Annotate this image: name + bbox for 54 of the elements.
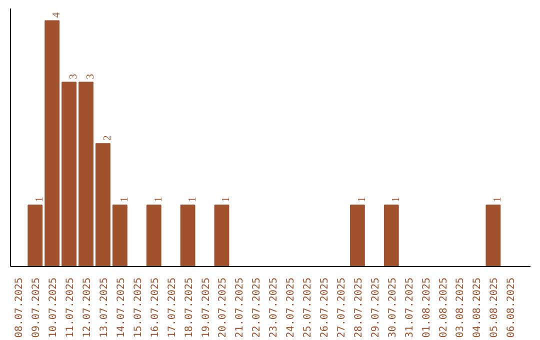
x-tick-label: 22.07.2025 bbox=[252, 277, 263, 338]
x-tick-label: 04.08.2025 bbox=[472, 277, 484, 338]
x-tick-label: 17.07.2025 bbox=[166, 277, 178, 338]
x-tick-label: 09.07.2025 bbox=[31, 277, 42, 338]
bar bbox=[96, 143, 110, 266]
bar bbox=[486, 204, 501, 266]
x-tick-label: 16.07.2025 bbox=[150, 277, 161, 338]
bar bbox=[350, 204, 365, 266]
bar bbox=[214, 204, 230, 266]
x-tick-label: 01.08.2025 bbox=[421, 277, 432, 338]
x-tick-label: 29.07.2025 bbox=[370, 277, 382, 338]
x-tick-label: 24.07.2025 bbox=[286, 277, 297, 338]
x-tick-label: 23.07.2025 bbox=[268, 277, 280, 338]
data-label: 1 bbox=[492, 196, 504, 202]
data-label: 1 bbox=[356, 196, 368, 202]
x-tick-label: 28.07.2025 bbox=[353, 277, 364, 338]
x-tick-label: 12.07.2025 bbox=[82, 277, 93, 338]
data-label: 1 bbox=[119, 196, 130, 202]
data-label: 1 bbox=[34, 196, 46, 202]
x-tick-label: 19.07.2025 bbox=[200, 277, 212, 338]
x-tick-label: 31.07.2025 bbox=[404, 277, 416, 338]
x-tick-label: 18.07.2025 bbox=[184, 277, 195, 338]
x-tick-label: 06.08.2025 bbox=[506, 277, 518, 338]
x-tick-label: 11.07.2025 bbox=[65, 277, 76, 338]
bar bbox=[28, 204, 43, 266]
data-label: 3 bbox=[86, 74, 96, 80]
data-label: 1 bbox=[390, 196, 402, 202]
data-label: 4 bbox=[52, 12, 63, 18]
x-tick-label: 20.07.2025 bbox=[218, 277, 229, 338]
bar bbox=[62, 82, 76, 266]
x-tick-label: 15.07.2025 bbox=[132, 277, 144, 338]
bar bbox=[44, 20, 60, 266]
x-tick-label: 27.07.2025 bbox=[336, 277, 348, 338]
x-tick-label: 03.08.2025 bbox=[455, 277, 466, 338]
data-label: 1 bbox=[153, 196, 164, 202]
bar bbox=[78, 82, 94, 266]
x-tick-label: 14.07.2025 bbox=[116, 277, 127, 338]
data-label: 2 bbox=[102, 135, 114, 141]
data-label: 1 bbox=[187, 196, 198, 202]
bar bbox=[112, 204, 128, 266]
bar bbox=[180, 204, 196, 266]
data-label: 1 bbox=[221, 196, 232, 202]
x-tick-label: 26.07.2025 bbox=[320, 277, 331, 338]
x-tick-label: 10.07.2025 bbox=[48, 277, 60, 338]
x-tick-label: 21.07.2025 bbox=[234, 277, 246, 338]
data-label: 3 bbox=[68, 74, 80, 80]
x-tick-label: 30.07.2025 bbox=[387, 277, 398, 338]
bar bbox=[146, 204, 162, 266]
x-tick-label: 08.07.2025 bbox=[14, 277, 26, 338]
bar bbox=[384, 204, 399, 266]
x-tick-label: 02.08.2025 bbox=[438, 277, 450, 338]
x-tick-label: 05.08.2025 bbox=[489, 277, 500, 338]
x-tick-label: 25.07.2025 bbox=[302, 277, 314, 338]
x-tick-label: 13.07.2025 bbox=[98, 277, 110, 338]
